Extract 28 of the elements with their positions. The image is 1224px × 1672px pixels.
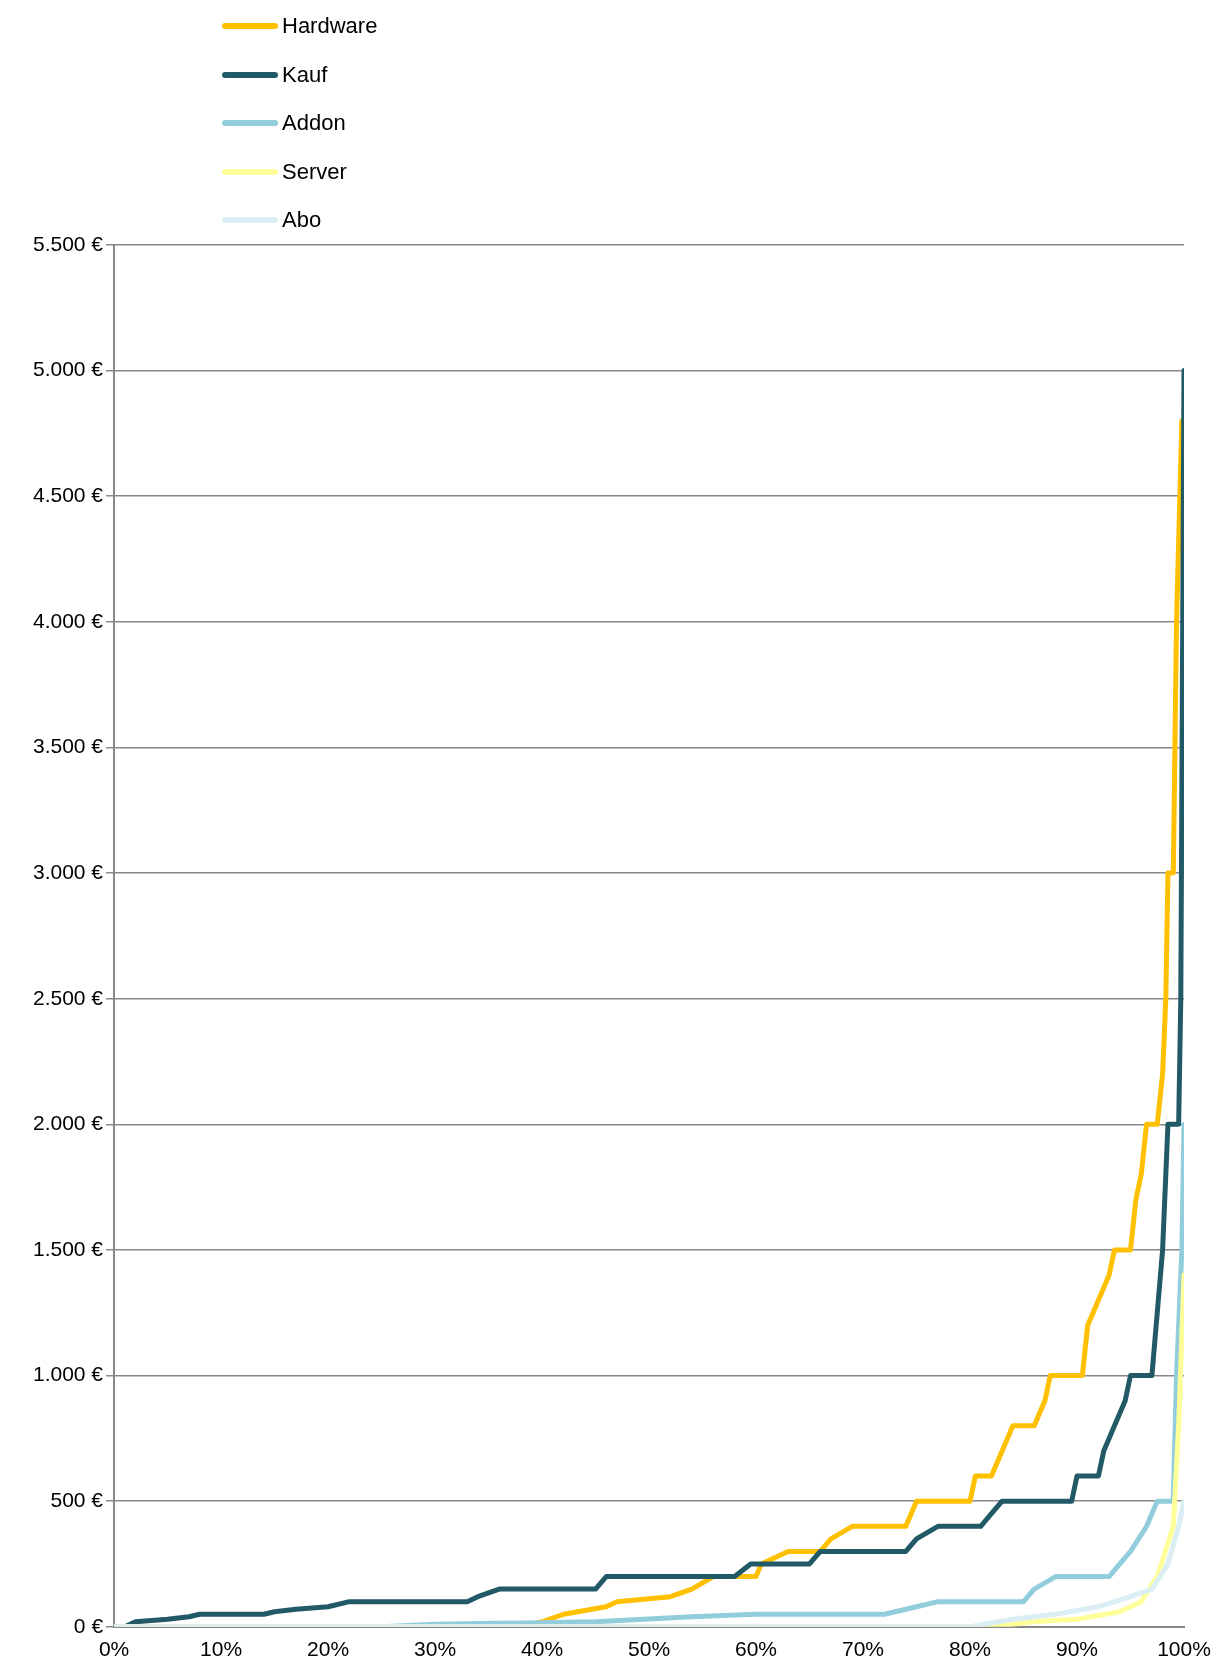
x-tick-label: 30% — [414, 1637, 457, 1661]
legend-label: Server — [282, 158, 347, 185]
y-tick-label: 3.000 € — [32, 859, 104, 883]
x-tick-label: 70% — [842, 1637, 885, 1661]
x-tick-label: 80% — [949, 1637, 992, 1661]
legend-label: Abo — [282, 207, 322, 234]
x-tick-label: 20% — [307, 1637, 350, 1661]
x-tick-label: 50% — [628, 1637, 671, 1661]
x-tick-label: 90% — [1055, 1637, 1099, 1661]
x-tick-label: 0% — [98, 1637, 130, 1661]
x-tick-label: 40% — [521, 1637, 564, 1661]
y-tick-label: 0 € — [73, 1613, 104, 1637]
y-tick-label: 5.000 € — [32, 357, 104, 381]
y-tick-label: 2.500 € — [32, 985, 104, 1009]
y-tick-label: 2.000 € — [32, 1111, 104, 1135]
y-tick-label: 1.000 € — [32, 1362, 104, 1386]
y-tick-label: 4.000 € — [32, 608, 104, 632]
legend-label: Hardware — [282, 13, 378, 40]
legend-label: Kauf — [282, 61, 328, 88]
y-tick-label: 3.500 € — [32, 734, 104, 758]
legend-label: Addon — [282, 110, 346, 137]
y-tick-label: 500 € — [50, 1487, 104, 1511]
y-tick-label: 1.500 € — [32, 1236, 104, 1260]
x-tick-label: 60% — [735, 1637, 778, 1661]
x-tick-label: 10% — [200, 1637, 243, 1661]
x-tick-label: 100% — [1157, 1637, 1211, 1661]
y-tick-label: 5.500 € — [32, 231, 104, 255]
y-tick-label: 4.500 € — [32, 483, 104, 507]
